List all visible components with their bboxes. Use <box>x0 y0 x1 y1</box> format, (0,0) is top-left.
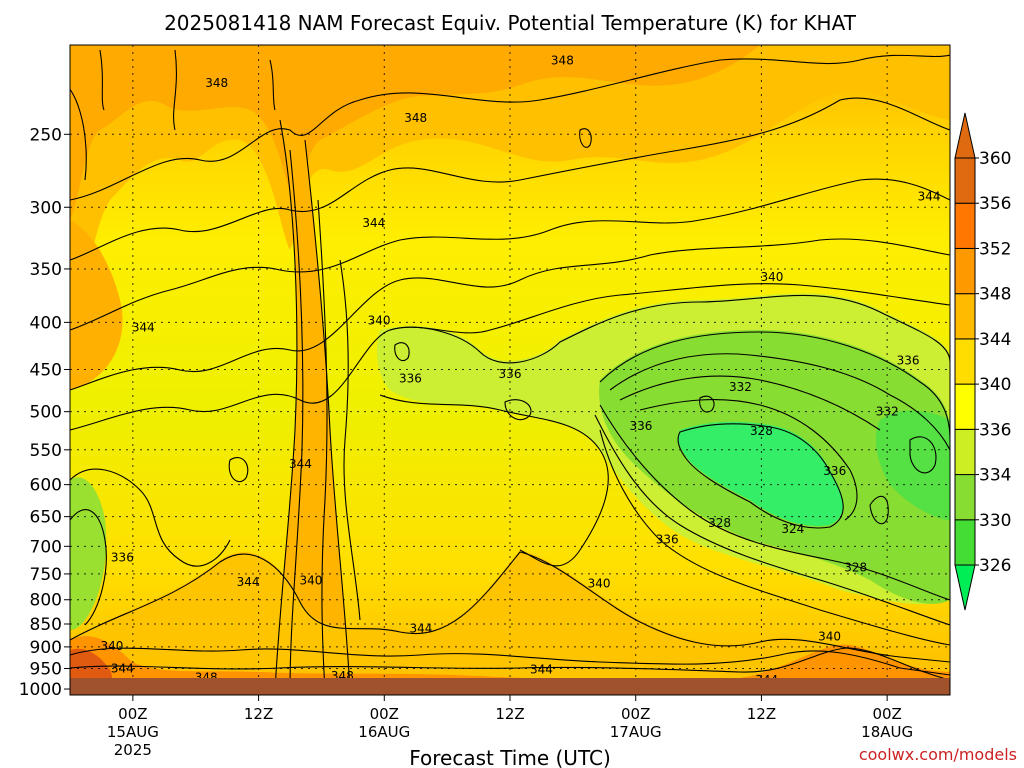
contour-label: 344 <box>362 216 385 230</box>
contour-label: 344 <box>111 662 134 676</box>
upper-deep-orange-field <box>70 45 760 220</box>
y-tick-label: 450 <box>30 361 62 381</box>
x-tick-label: 12Z <box>244 705 273 723</box>
lower-orange-field <box>70 550 950 695</box>
contour-lines <box>70 49 950 691</box>
y-tick-label: 1000 <box>19 680 62 700</box>
x-tick-label: 12Z <box>747 705 776 723</box>
contour-labels: 348 348 348 344 344 340 344 340 336 336 332 336 332 3… <box>100 54 940 687</box>
colorbar: 326 330 334 336 340 344 348 352 356 360 <box>954 112 1011 611</box>
x-tick-label: 12Z <box>495 705 524 723</box>
contour-label: 344 <box>918 189 941 203</box>
colorbar-swatch <box>954 428 976 476</box>
colorbar-swatch <box>954 474 976 521</box>
y-tick-label: 500 <box>30 403 62 423</box>
colorbar-label: 336 <box>979 420 1011 440</box>
colorbar-swatch <box>954 293 976 340</box>
contour-label: 344 <box>237 575 260 589</box>
colorbar-swatch <box>954 247 976 295</box>
colorbar-swatch <box>954 202 976 249</box>
contour-label: 336 <box>823 464 846 478</box>
colorbar-label: 326 <box>979 556 1011 576</box>
x-tick-date: 18AUG <box>861 723 913 741</box>
colorbar-swatch <box>954 157 976 204</box>
colorbar-max-arrow <box>954 112 976 159</box>
y-tick-label: 950 <box>30 660 62 680</box>
y-tick-label: 850 <box>30 615 62 635</box>
contour-label: 348 <box>205 76 228 90</box>
colorbar-swatch <box>954 338 976 385</box>
x-tick-date: 17AUG <box>610 723 662 741</box>
contour-label: 340 <box>588 576 611 590</box>
contour-label: 348 <box>404 111 427 125</box>
x-tick-label: 00Z <box>370 705 399 723</box>
colorbar-label: 360 <box>979 149 1011 169</box>
contour-label: 340 <box>760 270 783 284</box>
colorbar-label: 348 <box>979 285 1011 305</box>
x-axis-title: Forecast Time (UTC) <box>409 746 611 768</box>
y-tick-label: 400 <box>30 313 62 333</box>
x-tick-year: 2025 <box>114 741 152 759</box>
contour-label: 328 <box>844 560 867 574</box>
colorbar-swatch <box>954 519 976 566</box>
contour-label: 344 <box>409 622 432 636</box>
y-axis: 250 300 350 400 450 500 550 600 650 700 750 800 850 9… <box>19 125 70 700</box>
contour-label: 340 <box>818 630 841 644</box>
colorbar-label: 334 <box>979 466 1011 486</box>
left-green-patch <box>70 477 107 630</box>
colorbar-label: 340 <box>979 375 1011 395</box>
y-tick-label: 550 <box>30 441 62 461</box>
contour-label: 332 <box>876 405 899 419</box>
chart-title: 2025081418 NAM Forecast Equiv. Potential… <box>164 11 857 35</box>
credit-text: coolwx.com/models <box>859 745 1017 764</box>
contour-label: 336 <box>897 354 920 368</box>
colorbar-swatch <box>954 383 976 430</box>
x-tick-label: 00Z <box>118 705 147 723</box>
colorbar-min-arrow <box>954 564 976 611</box>
mid-orange-column <box>275 120 350 690</box>
contour-label: 336 <box>656 532 679 546</box>
ground-surface <box>70 678 950 695</box>
y-tick-label: 750 <box>30 565 62 585</box>
x-tick-date: 16AUG <box>358 723 410 741</box>
contour-label: 336 <box>629 419 652 433</box>
contour-label: 336 <box>111 551 134 565</box>
y-tick-label: 800 <box>30 591 62 611</box>
contour-label: 344 <box>289 457 312 471</box>
contour-label: 336 <box>399 371 422 385</box>
contour-label: 344 <box>530 662 553 676</box>
contour-label: 332 <box>729 380 752 394</box>
colorbar-label: 330 <box>979 511 1011 531</box>
colorbar-label: 356 <box>979 194 1011 214</box>
contour-label: 336 <box>499 367 522 381</box>
contour-label: 340 <box>100 639 123 653</box>
bright-green-core <box>677 421 844 526</box>
contour-label: 324 <box>781 522 804 536</box>
x-tick-label: 00Z <box>621 705 650 723</box>
y-tick-label: 300 <box>30 198 62 218</box>
contour-label: 344 <box>132 320 155 334</box>
x-tick-label: 00Z <box>872 705 901 723</box>
contour-label: 328 <box>750 424 773 438</box>
y-tick-label: 350 <box>30 260 62 280</box>
contour-label: 340 <box>368 313 391 327</box>
y-tick-label: 900 <box>30 638 62 658</box>
colorbar-label: 352 <box>979 239 1011 259</box>
y-tick-label: 650 <box>30 508 62 528</box>
y-tick-label: 250 <box>30 125 62 145</box>
plot-area: 348 348 348 344 344 340 344 340 336 336 332 336 332 3… <box>70 45 950 695</box>
x-tick-date: 15AUG <box>107 723 159 741</box>
y-tick-label: 600 <box>30 476 62 496</box>
contour-label: 348 <box>551 54 574 68</box>
contour-label: 328 <box>708 516 731 530</box>
y-tick-label: 700 <box>30 537 62 557</box>
contour-label: 340 <box>299 573 322 587</box>
colorbar-label: 344 <box>979 330 1011 350</box>
upper-orange-plume <box>70 220 123 390</box>
